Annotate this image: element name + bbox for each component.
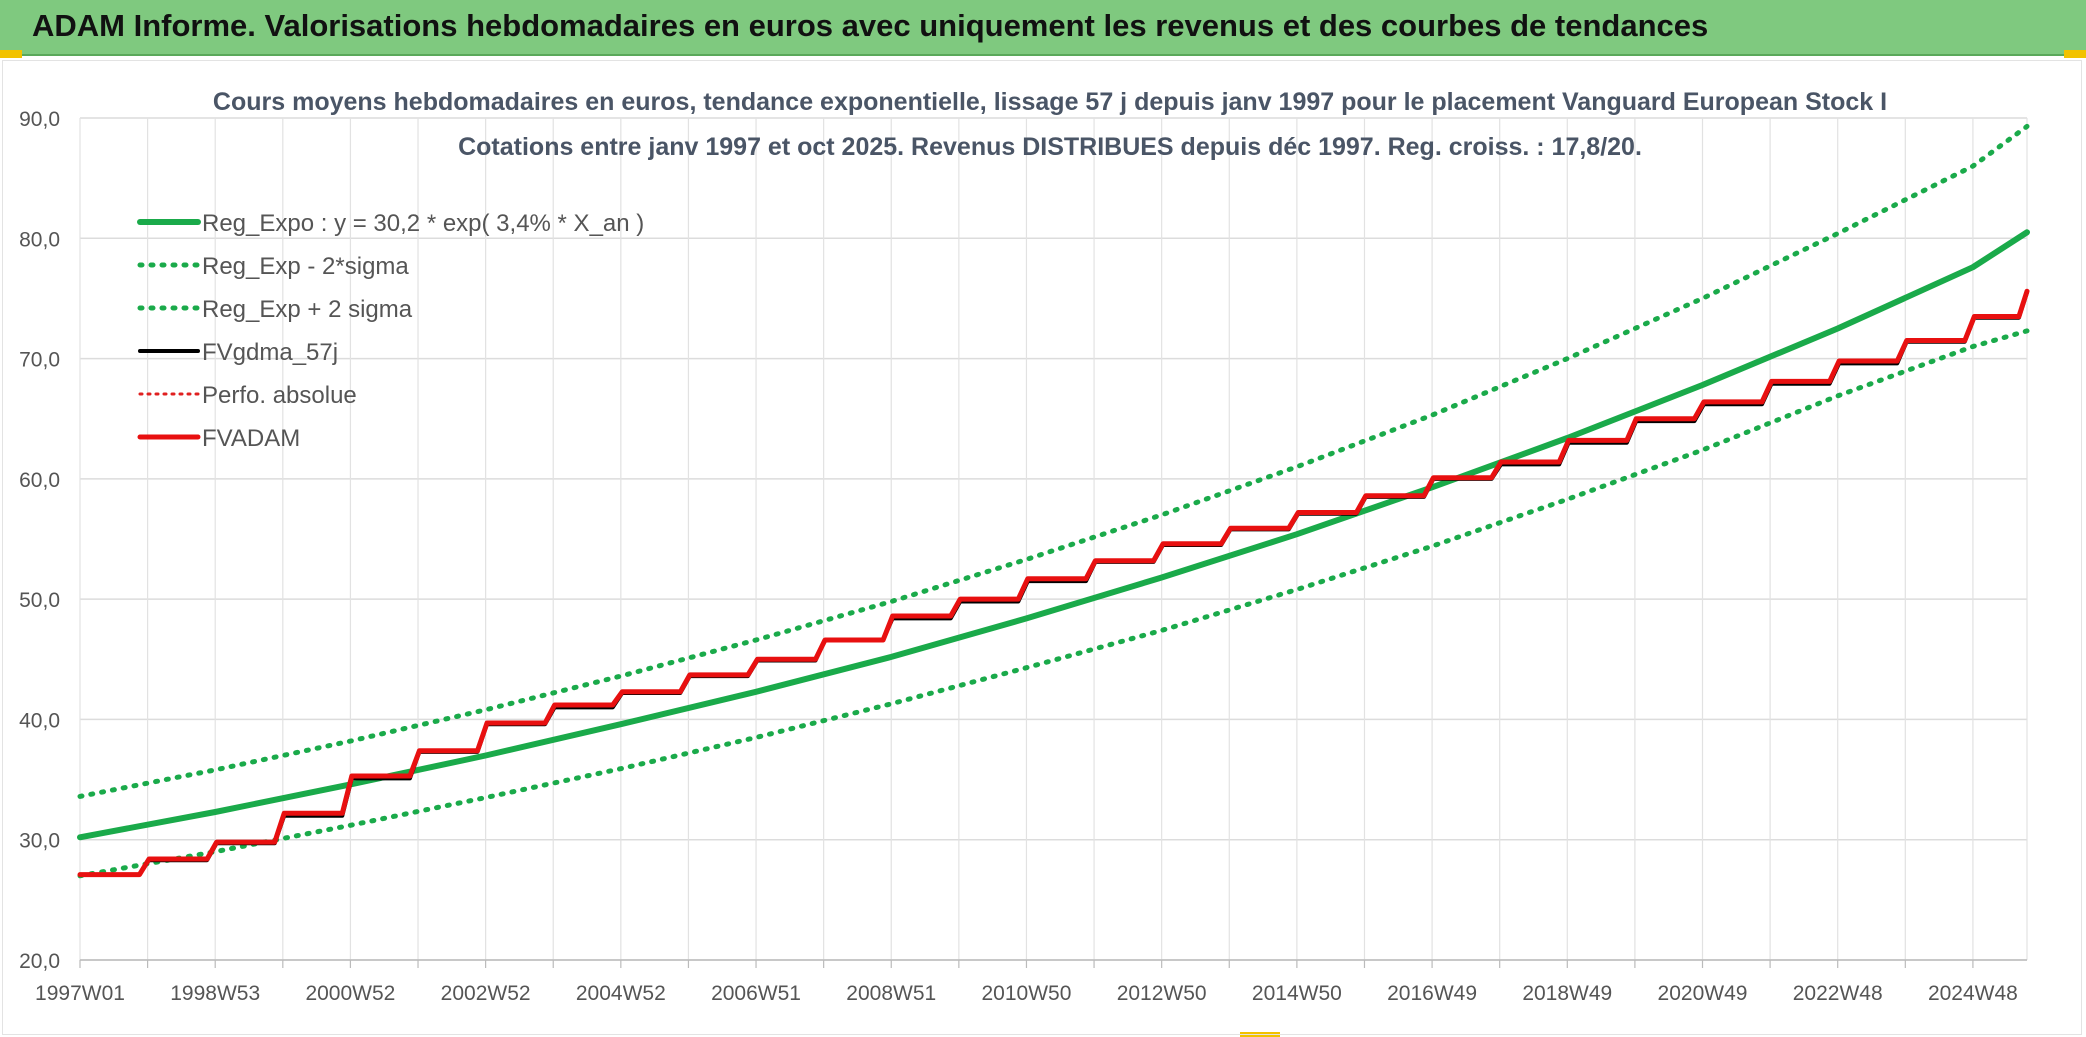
series-line-2 bbox=[77, 123, 2030, 799]
series-line-3 bbox=[78, 290, 2029, 877]
x-tick-label: 2008W51 bbox=[846, 982, 936, 1005]
series-line-0 bbox=[77, 229, 2030, 841]
x-tick-label: 2002W52 bbox=[441, 982, 531, 1005]
y-tick-label: 40,0 bbox=[19, 709, 60, 732]
x-tick-label: 1998W53 bbox=[170, 982, 260, 1005]
chart-subtitle: Cotations entre janv 1997 et oct 2025. R… bbox=[458, 133, 1642, 161]
series-line-1 bbox=[77, 328, 2030, 879]
legend-label: Perfo. absolue bbox=[202, 382, 357, 409]
x-tick-label: 2010W50 bbox=[982, 982, 1072, 1005]
header-banner: ADAM Informe. Valorisations hebdomadaire… bbox=[0, 0, 2086, 56]
x-tick-label: 2012W50 bbox=[1117, 982, 1207, 1005]
x-tick-label: 2004W52 bbox=[576, 982, 666, 1005]
x-tick-label: 2020W49 bbox=[1658, 982, 1748, 1005]
legend-label: Reg_Expo : y = 30,2 * exp( 3,4% * X_an ) bbox=[202, 210, 644, 237]
x-tick-label: 2016W49 bbox=[1387, 982, 1477, 1005]
legend-label: Reg_Exp - 2*sigma bbox=[202, 253, 409, 280]
y-tick-label: 80,0 bbox=[19, 228, 60, 251]
page-title: ADAM Informe. Valorisations hebdomadaire… bbox=[32, 8, 1709, 43]
y-tick-label: 20,0 bbox=[19, 950, 60, 973]
x-tick-label: 2000W52 bbox=[305, 982, 395, 1005]
x-tick-label: 1997W01 bbox=[35, 982, 125, 1005]
x-tick-label: 2022W48 bbox=[1793, 982, 1883, 1005]
legend: Reg_Expo : y = 30,2 * exp( 3,4% * X_an )… bbox=[137, 210, 644, 452]
chart-title: Cours moyens hebdomadaires en euros, ten… bbox=[213, 88, 1887, 116]
legend-label: FVgdma_57j bbox=[202, 339, 338, 366]
y-axis-ticks: 20,0 30,0 40,0 50,0 60,0 70,0 80,0 90,0 bbox=[19, 108, 60, 973]
x-tick-label: 2014W50 bbox=[1252, 982, 1342, 1005]
legend-label: Reg_Exp + 2 sigma bbox=[202, 296, 413, 323]
x-tick-label: 2018W49 bbox=[1522, 982, 1612, 1005]
series-layer bbox=[77, 123, 2030, 879]
x-tick-label: 2024W48 bbox=[1928, 982, 2018, 1005]
y-tick-label: 30,0 bbox=[19, 830, 60, 853]
series-line-5 bbox=[77, 288, 2030, 878]
chart-frame bbox=[2, 60, 2082, 1035]
y-tick-label: 50,0 bbox=[19, 589, 60, 612]
y-tick-label: 90,0 bbox=[19, 108, 60, 131]
corner-marker-right bbox=[2064, 50, 2086, 58]
y-tick-label: 70,0 bbox=[19, 349, 60, 372]
legend-label: FVADAM bbox=[202, 425, 300, 452]
y-tick-label: 60,0 bbox=[19, 469, 60, 492]
corner-marker-left bbox=[0, 50, 22, 58]
x-axis-ticks: 1997W01 1998W53 2000W52 2002W52 2004W52 2006W… bbox=[35, 982, 2018, 1005]
grid-lines bbox=[79, 117, 2028, 968]
x-tick-label: 2006W51 bbox=[711, 982, 801, 1005]
